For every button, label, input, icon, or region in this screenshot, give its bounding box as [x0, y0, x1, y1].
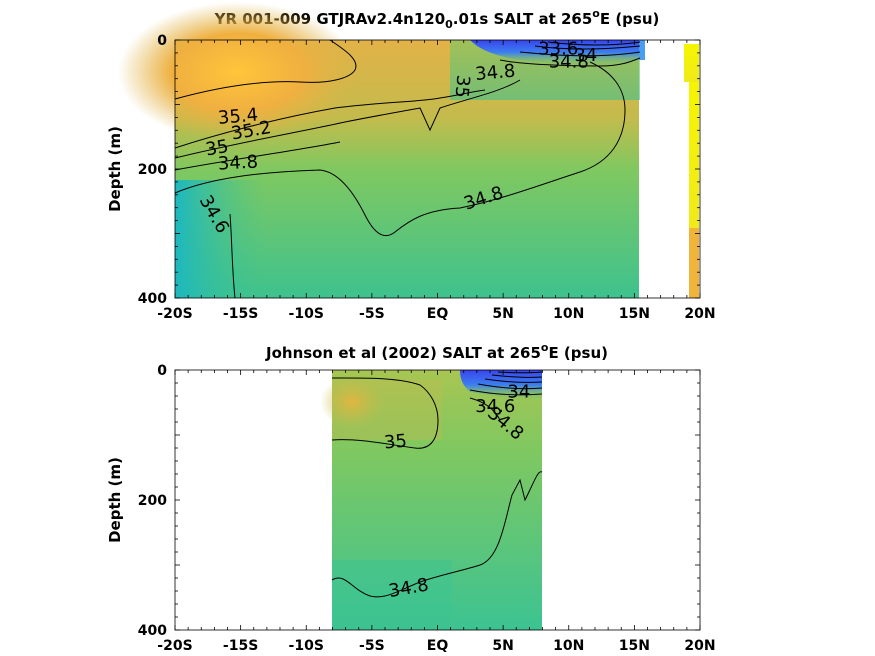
top-contour-label: 35 [204, 136, 230, 161]
bottom-x-tick-label: 15N [619, 638, 650, 654]
top-x-tick-label: 10N [553, 306, 584, 322]
top-contour-label: 35.4 [217, 104, 259, 128]
bottom-contour-label: 34.6 [475, 396, 515, 417]
top-y-tick-label: 200 [138, 162, 167, 178]
top-x-tick-label: 5N [492, 306, 513, 322]
top-heatmap-field [118, 2, 700, 298]
bottom-y-tick-label: 400 [138, 623, 167, 639]
bottom-y-tick-label: 0 [157, 363, 167, 379]
top-y-axis: 0 200 400 [138, 33, 700, 307]
bottom-x-tick-label: 5N [492, 638, 513, 654]
bottom-chart: Johnson et al (2002) SALT at 265oE (psu)… [106, 341, 716, 654]
top-contour-label: 34.8 [474, 61, 516, 85]
bottom-contour-label: 35 [383, 431, 408, 454]
top-contour-label: 34 [574, 45, 597, 66]
bottom-chart-title: Johnson et al (2002) SALT at 265oE (psu) [265, 341, 608, 362]
top-x-tick-label: -5S [359, 306, 385, 322]
top-contour-label: 34.8 [549, 51, 589, 72]
top-x-tick-label: -15S [223, 306, 258, 322]
bottom-x-tick-label: EQ [427, 638, 449, 654]
top-contour-label: 35 [450, 74, 473, 99]
bottom-x-axis: -20S -15S -10S -5S EQ 5N 10N 15N 20N [157, 370, 716, 654]
bottom-x-tick-label: -10S [289, 638, 324, 654]
top-y-axis-label: Depth (m) [106, 126, 124, 212]
bottom-x-tick-label: 20N [684, 638, 715, 654]
bottom-contour-lines [331, 371, 543, 598]
top-contour-label: 34.8 [217, 152, 258, 175]
bottom-contour-label: 34 [507, 381, 530, 402]
top-x-axis: -20S -15S -10S -5S EQ 5N 10N 15N 20N [157, 40, 716, 322]
top-x-tick-label: 15N [619, 306, 650, 322]
bottom-x-tick-label: -15S [223, 638, 258, 654]
bottom-x-tick-label: 10N [553, 638, 584, 654]
top-x-tick-label: -10S [289, 306, 324, 322]
bottom-x-tick-label: -20S [157, 638, 192, 654]
bottom-y-axis-label: Depth (m) [106, 457, 124, 543]
top-x-tick-label: -20S [157, 306, 192, 322]
bottom-x-tick-label: -5S [359, 638, 385, 654]
bottom-heatmap-field [320, 370, 542, 630]
top-x-tick-label: EQ [427, 306, 449, 322]
top-contour-lines [174, 39, 641, 299]
top-chart: YR 001-009 GTJRAv2.4n1200.01s SALT at 26… [106, 2, 716, 322]
top-y-tick-label: 0 [157, 33, 167, 49]
bottom-y-axis: 0 200 400 [138, 363, 700, 639]
top-y-tick-label: 400 [138, 291, 167, 307]
top-x-tick-label: 20N [684, 306, 715, 322]
top-contour-label: 33.6 [538, 38, 578, 59]
bottom-y-tick-label: 200 [138, 493, 167, 509]
